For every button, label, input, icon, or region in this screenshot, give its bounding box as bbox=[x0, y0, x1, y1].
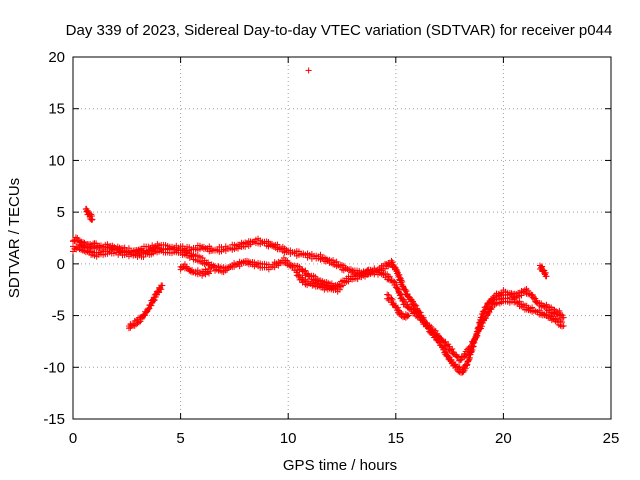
data-point bbox=[411, 309, 418, 316]
data-point bbox=[385, 273, 392, 280]
x-tick-label: 5 bbox=[176, 430, 184, 447]
x-tick-label: 20 bbox=[495, 430, 512, 447]
data-point bbox=[469, 343, 476, 350]
data-point bbox=[543, 273, 550, 280]
data-point bbox=[143, 309, 150, 316]
y-tick-label: -10 bbox=[43, 359, 65, 376]
data-point bbox=[135, 319, 142, 326]
data-point bbox=[408, 296, 415, 303]
chart-title: Day 339 of 2023, Sidereal Day-to-day VTE… bbox=[66, 22, 613, 39]
data-point bbox=[399, 283, 406, 290]
data-point bbox=[465, 357, 472, 364]
y-tick-label: 15 bbox=[48, 101, 65, 118]
data-point bbox=[449, 350, 456, 357]
y-tick-label: 10 bbox=[48, 152, 65, 169]
x-axis-label: GPS time / hours bbox=[283, 457, 397, 474]
data-point bbox=[137, 314, 144, 321]
data-point bbox=[148, 302, 155, 309]
data-point bbox=[88, 216, 95, 223]
data-point bbox=[405, 303, 412, 310]
data-point bbox=[389, 296, 396, 303]
data-point bbox=[296, 271, 303, 278]
data-point bbox=[462, 365, 469, 372]
data-point bbox=[412, 301, 419, 308]
data-point bbox=[445, 353, 452, 360]
y-tick-label: 20 bbox=[48, 49, 65, 66]
x-tick-label: 15 bbox=[387, 430, 404, 447]
x-tick-label: 10 bbox=[280, 430, 297, 447]
data-point bbox=[453, 363, 460, 370]
data-point bbox=[557, 311, 564, 318]
data-point bbox=[391, 278, 398, 285]
data-point bbox=[179, 264, 186, 271]
y-tick-label: -5 bbox=[52, 308, 65, 325]
data-point bbox=[207, 268, 214, 275]
y-tick-label: 0 bbox=[57, 256, 65, 273]
y-tick-label: -15 bbox=[43, 411, 65, 428]
y-axis-label: SDTVAR / TECUs bbox=[6, 178, 23, 298]
data-point bbox=[447, 346, 454, 353]
data-point bbox=[396, 290, 403, 297]
data-point bbox=[159, 282, 166, 289]
data-point bbox=[89, 216, 96, 223]
data-point bbox=[394, 285, 401, 292]
data-point bbox=[408, 306, 415, 313]
data-point bbox=[560, 314, 567, 321]
plot-frame bbox=[72, 56, 612, 420]
data-point bbox=[486, 309, 493, 316]
x-tick-label: 0 bbox=[69, 430, 77, 447]
data-point bbox=[402, 286, 409, 293]
data-point bbox=[389, 259, 396, 266]
data-point bbox=[483, 315, 490, 322]
data-point bbox=[302, 267, 309, 274]
grid bbox=[73, 57, 611, 419]
y-tick-label: 5 bbox=[57, 204, 65, 221]
data-point bbox=[303, 270, 310, 277]
data-point bbox=[405, 312, 412, 319]
data-point bbox=[464, 361, 471, 368]
data-point bbox=[463, 361, 470, 368]
data-point bbox=[446, 347, 453, 354]
x-tick-labels: 0 5 10 15 20 25 bbox=[69, 430, 620, 447]
data-point bbox=[450, 358, 457, 365]
data-point bbox=[455, 364, 462, 371]
y-tick-labels: -15 -10 -5 0 5 10 15 20 bbox=[43, 49, 65, 428]
data-point bbox=[396, 307, 403, 314]
data-point bbox=[397, 291, 404, 298]
data-point bbox=[529, 294, 536, 301]
data-point bbox=[336, 286, 343, 293]
data-point bbox=[404, 313, 411, 320]
data-point bbox=[560, 322, 567, 329]
data-point bbox=[305, 67, 312, 74]
data-points bbox=[70, 67, 567, 376]
data-point bbox=[410, 305, 417, 312]
data-point bbox=[398, 310, 405, 317]
x-tick-label: 25 bbox=[603, 430, 620, 447]
axis-ticks bbox=[72, 56, 612, 420]
data-point bbox=[466, 356, 473, 363]
data-point bbox=[388, 295, 395, 302]
data-point bbox=[151, 296, 158, 303]
data-point bbox=[559, 312, 566, 319]
